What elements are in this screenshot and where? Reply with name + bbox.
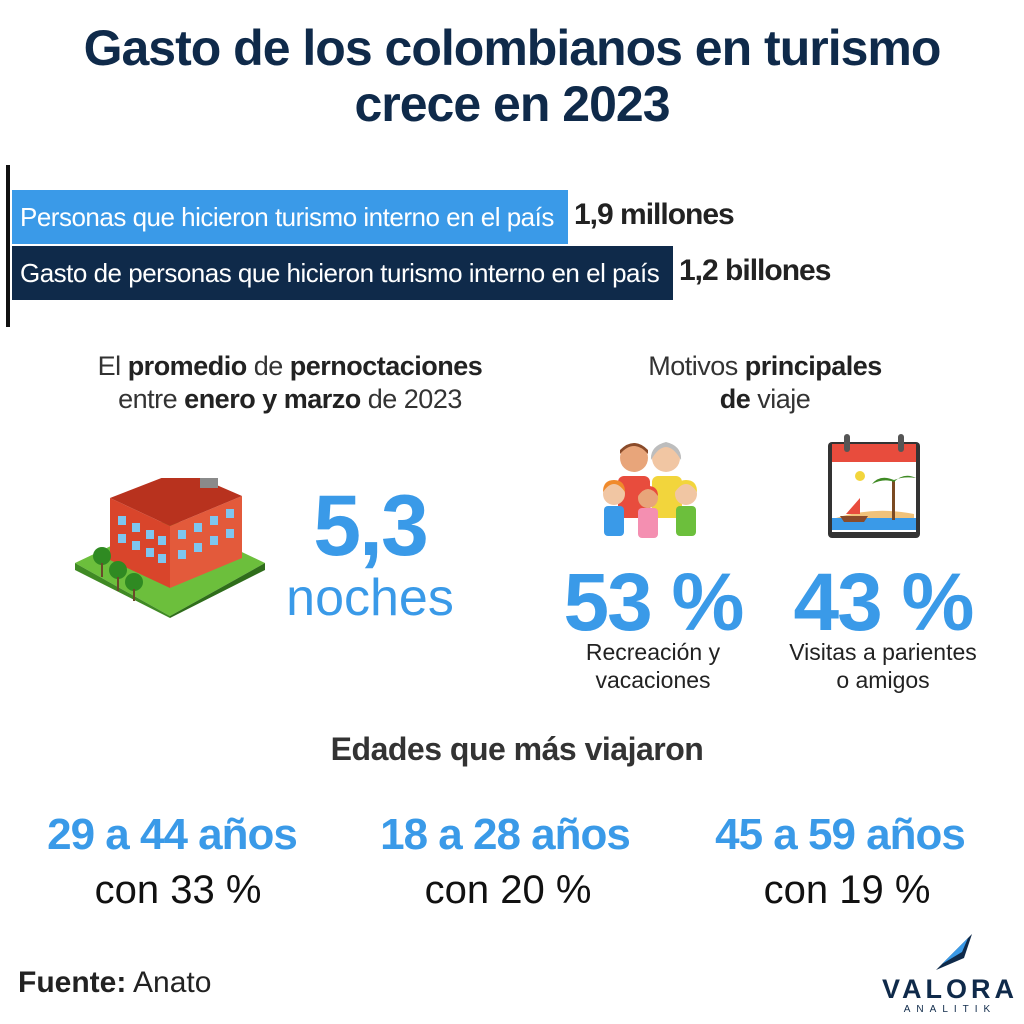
age-range-2: 18 a 28 años [380,810,631,859]
motives-heading-bold: principales [744,351,883,381]
nights-heading: El promedio de pernoctaciones entre ener… [40,350,540,416]
page-title: Gasto de los colombianos en turismo crec… [0,20,1024,132]
brand-sub: ANALITIK [903,1004,997,1015]
title-line-2: crece en 2023 [354,76,670,132]
motive-value-visits: 43 % [793,557,975,648]
bar-label-domestic-tourists: Personas que hicieron turismo interno en… [20,201,554,232]
motives-heading-text: viaje [750,384,811,414]
motive-label-visits: Visitas a parientes o amigos [773,638,993,694]
motive-label-recreation: Recreación y vacaciones [548,638,758,694]
source-label: Fuente: [18,966,127,999]
bar-domestic-tourists: Personas que hicieron turismo interno en… [12,190,568,244]
motive-label-line: o amigos [836,667,930,693]
age-range-1: 29 a 44 años [47,810,298,859]
brand-name: VALORA [882,974,1018,1004]
nights-heading-text: El [97,351,128,381]
age-range-3: 45 a 59 años [715,810,966,859]
bar-label-domestic-spending: Gasto de personas que hicieron turismo i… [20,257,660,288]
age-share-1: con 33 % [94,868,262,912]
valora-logo-icon [936,934,972,970]
bar-domestic-spending: Gasto de personas que hicieron turismo i… [12,246,673,300]
beach-calendar-icon [828,434,920,538]
motive-label-line: Visitas a parientes [789,639,977,665]
age-share-2: con 20 % [424,868,592,912]
source-value: Anato [126,966,212,999]
motives-heading-bold: de [719,384,751,414]
bar-value-domestic-spending: 1,2 billones [679,254,831,287]
motives-heading-text: Motivos [648,351,745,381]
title-line-1: Gasto de los colombianos en turismo [83,20,942,76]
nights-unit: noches [286,569,454,627]
nights-heading-text: entre [118,384,185,414]
family-icon [603,442,697,538]
bar-axis-line [6,165,10,327]
motive-value-recreation: 53 % [563,557,745,648]
age-share-3: con 19 % [763,868,931,912]
ages-heading: Edades que más viajaron [330,731,704,767]
nights-heading-bold: enero y marzo [184,384,361,414]
motive-label-line: Recreación y [585,639,721,665]
hotel-icon [75,478,265,618]
nights-heading-text: de [246,351,290,381]
bar-value-domestic-tourists: 1,9 millones [574,198,735,231]
motives-heading: Motivos principales de viaje [600,350,930,416]
nights-heading-bold: pernoctaciones [289,351,483,381]
nights-heading-bold: promedio [127,351,248,381]
motive-label-line: vacaciones [595,667,711,693]
nights-heading-text: de 2023 [360,384,463,414]
nights-value: 5,3 [313,478,429,574]
source-note: Fuente: Anato [18,966,211,1000]
